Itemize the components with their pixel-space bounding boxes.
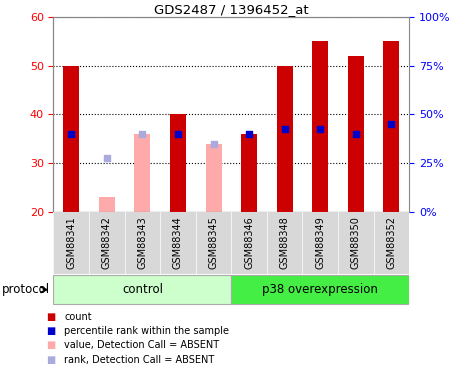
Text: GSM88341: GSM88341 bbox=[66, 216, 76, 269]
Text: control: control bbox=[122, 282, 163, 296]
Text: GSM88348: GSM88348 bbox=[279, 216, 290, 269]
Bar bbox=[241, 134, 257, 212]
Bar bbox=[134, 134, 150, 212]
Bar bbox=[63, 66, 79, 212]
Text: p38 overexpression: p38 overexpression bbox=[262, 282, 378, 296]
Text: value, Detection Call = ABSENT: value, Detection Call = ABSENT bbox=[64, 340, 219, 350]
Point bbox=[174, 131, 182, 137]
Text: GSM88342: GSM88342 bbox=[102, 216, 112, 269]
Text: GSM88345: GSM88345 bbox=[208, 216, 219, 269]
Point bbox=[352, 131, 359, 137]
Text: ■: ■ bbox=[46, 312, 56, 322]
Text: rank, Detection Call = ABSENT: rank, Detection Call = ABSENT bbox=[64, 355, 214, 364]
Point bbox=[246, 131, 253, 137]
Point bbox=[103, 155, 111, 161]
Text: protocol: protocol bbox=[2, 283, 50, 296]
Text: GSM88343: GSM88343 bbox=[137, 216, 147, 269]
Point bbox=[388, 121, 395, 127]
Text: GSM88344: GSM88344 bbox=[173, 216, 183, 269]
Text: ■: ■ bbox=[46, 355, 56, 364]
Text: count: count bbox=[64, 312, 92, 322]
Point bbox=[139, 131, 146, 137]
Point bbox=[210, 141, 217, 147]
Text: GSM88346: GSM88346 bbox=[244, 216, 254, 269]
Text: GSM88350: GSM88350 bbox=[351, 216, 361, 269]
Point bbox=[67, 131, 75, 137]
Text: GSM88349: GSM88349 bbox=[315, 216, 326, 269]
Bar bbox=[384, 41, 399, 212]
Point bbox=[317, 126, 324, 132]
Bar bbox=[206, 144, 221, 212]
Bar bbox=[232, 275, 409, 304]
Text: GSM88352: GSM88352 bbox=[386, 216, 397, 269]
Bar bbox=[53, 275, 232, 304]
Title: GDS2487 / 1396452_at: GDS2487 / 1396452_at bbox=[154, 3, 309, 16]
Bar bbox=[170, 114, 186, 212]
Text: percentile rank within the sample: percentile rank within the sample bbox=[64, 326, 229, 336]
Point bbox=[281, 126, 288, 132]
Bar bbox=[99, 197, 115, 212]
Text: ■: ■ bbox=[46, 340, 56, 350]
Bar bbox=[348, 56, 364, 212]
Bar bbox=[312, 41, 328, 212]
Bar bbox=[277, 66, 292, 212]
Text: ■: ■ bbox=[46, 326, 56, 336]
